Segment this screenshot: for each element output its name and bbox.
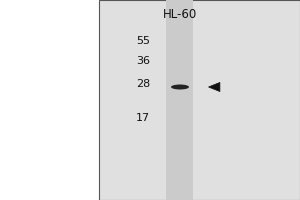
Text: 36: 36: [136, 56, 150, 66]
Ellipse shape: [171, 85, 189, 90]
Text: 28: 28: [136, 79, 150, 89]
Bar: [99, 0, 300, 200]
Text: 55: 55: [136, 36, 150, 46]
Text: 17: 17: [136, 113, 150, 123]
Bar: [167, 0, 194, 200]
Polygon shape: [208, 82, 220, 92]
Text: HL-60: HL-60: [163, 8, 197, 21]
